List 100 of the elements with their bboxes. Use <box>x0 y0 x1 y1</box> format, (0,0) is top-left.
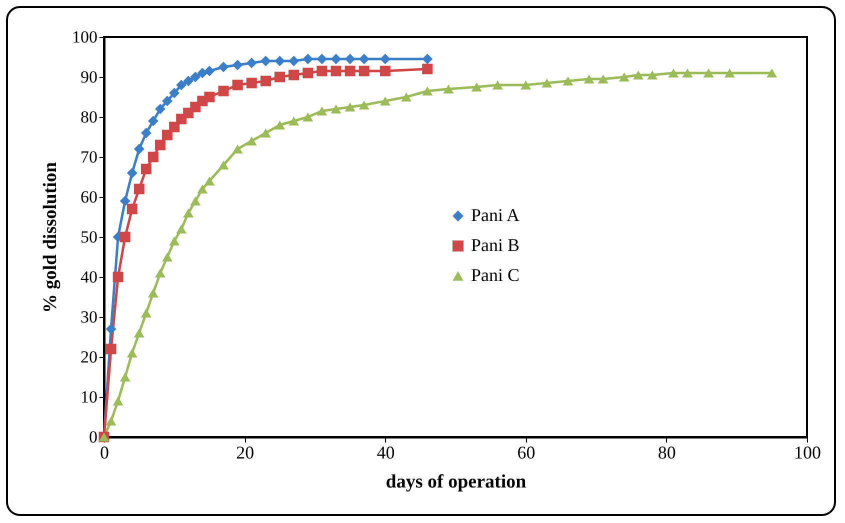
point <box>112 272 124 282</box>
point <box>358 66 370 76</box>
point <box>134 184 144 194</box>
point <box>422 86 433 96</box>
y-tick-label: 0 <box>89 428 98 446</box>
point <box>316 66 328 76</box>
point <box>197 184 208 194</box>
point <box>120 372 130 382</box>
point <box>562 76 574 86</box>
point <box>126 348 138 358</box>
point <box>274 56 285 66</box>
y-tick-label: 20 <box>80 348 98 366</box>
y-tick-label: 40 <box>80 268 98 286</box>
point <box>274 72 285 82</box>
point <box>492 80 503 90</box>
point <box>647 70 658 80</box>
point <box>190 196 201 206</box>
x-tick-label: 60 <box>517 442 536 462</box>
point <box>218 62 229 72</box>
point <box>422 54 433 64</box>
point <box>302 68 314 78</box>
point <box>154 104 166 114</box>
point <box>344 54 356 64</box>
y-tick-label: 70 <box>80 148 98 166</box>
point <box>148 116 158 126</box>
point <box>766 68 778 78</box>
point <box>330 66 342 76</box>
point <box>703 68 714 78</box>
point <box>140 308 152 318</box>
point <box>330 54 342 64</box>
point <box>260 56 271 66</box>
point <box>120 196 130 206</box>
point <box>232 60 243 70</box>
point <box>633 70 644 80</box>
point <box>140 128 152 138</box>
point <box>176 80 187 90</box>
y-tick-label: 60 <box>80 188 98 206</box>
point <box>197 68 208 78</box>
y-tick-label: 90 <box>80 68 98 86</box>
point <box>380 54 390 64</box>
y-tick-label: 50 <box>80 228 98 246</box>
point <box>134 328 144 338</box>
point <box>106 344 116 354</box>
point <box>358 54 370 64</box>
point <box>246 136 257 146</box>
point <box>112 396 124 406</box>
point <box>330 104 342 114</box>
point <box>148 288 158 298</box>
point <box>668 68 679 78</box>
x-tick-label: 20 <box>236 442 254 462</box>
point <box>724 68 735 78</box>
point <box>682 68 693 78</box>
point <box>618 72 630 82</box>
x-tick-label: 100 <box>794 442 821 462</box>
y-axis-title: % gold dissolution <box>40 162 61 313</box>
point <box>246 78 257 88</box>
point <box>232 80 243 90</box>
point <box>401 92 412 102</box>
y-tick-label: 10 <box>80 388 98 406</box>
point <box>260 76 271 86</box>
y-tick-label: 100 <box>72 28 98 46</box>
point <box>380 96 390 106</box>
point <box>520 80 532 90</box>
point <box>344 102 356 112</box>
point <box>471 82 482 92</box>
point <box>183 76 194 86</box>
point <box>344 66 356 76</box>
point <box>183 208 194 218</box>
point <box>148 152 158 162</box>
point <box>106 324 116 334</box>
point <box>126 204 138 214</box>
point <box>169 236 180 246</box>
point <box>190 72 201 82</box>
point <box>162 96 173 106</box>
point <box>204 176 215 186</box>
point <box>302 54 314 64</box>
y-tick-label: 30 <box>80 308 98 326</box>
point <box>358 100 370 110</box>
x-axis-title: days of operation <box>386 472 527 492</box>
point <box>169 88 180 98</box>
point <box>542 78 552 88</box>
point <box>134 144 144 154</box>
point <box>380 66 390 76</box>
point <box>154 268 166 278</box>
point <box>584 74 594 84</box>
point <box>120 232 130 242</box>
point <box>316 54 328 64</box>
legend-label: Pani B <box>471 235 520 255</box>
point <box>162 252 173 262</box>
point <box>288 56 300 66</box>
point <box>218 160 229 170</box>
point <box>246 58 257 68</box>
point <box>218 86 229 96</box>
point <box>204 92 215 102</box>
point <box>274 120 285 130</box>
point <box>443 84 454 94</box>
point <box>176 224 187 234</box>
point <box>204 66 215 76</box>
point <box>288 70 300 80</box>
legend-label: Pani A <box>471 205 520 225</box>
